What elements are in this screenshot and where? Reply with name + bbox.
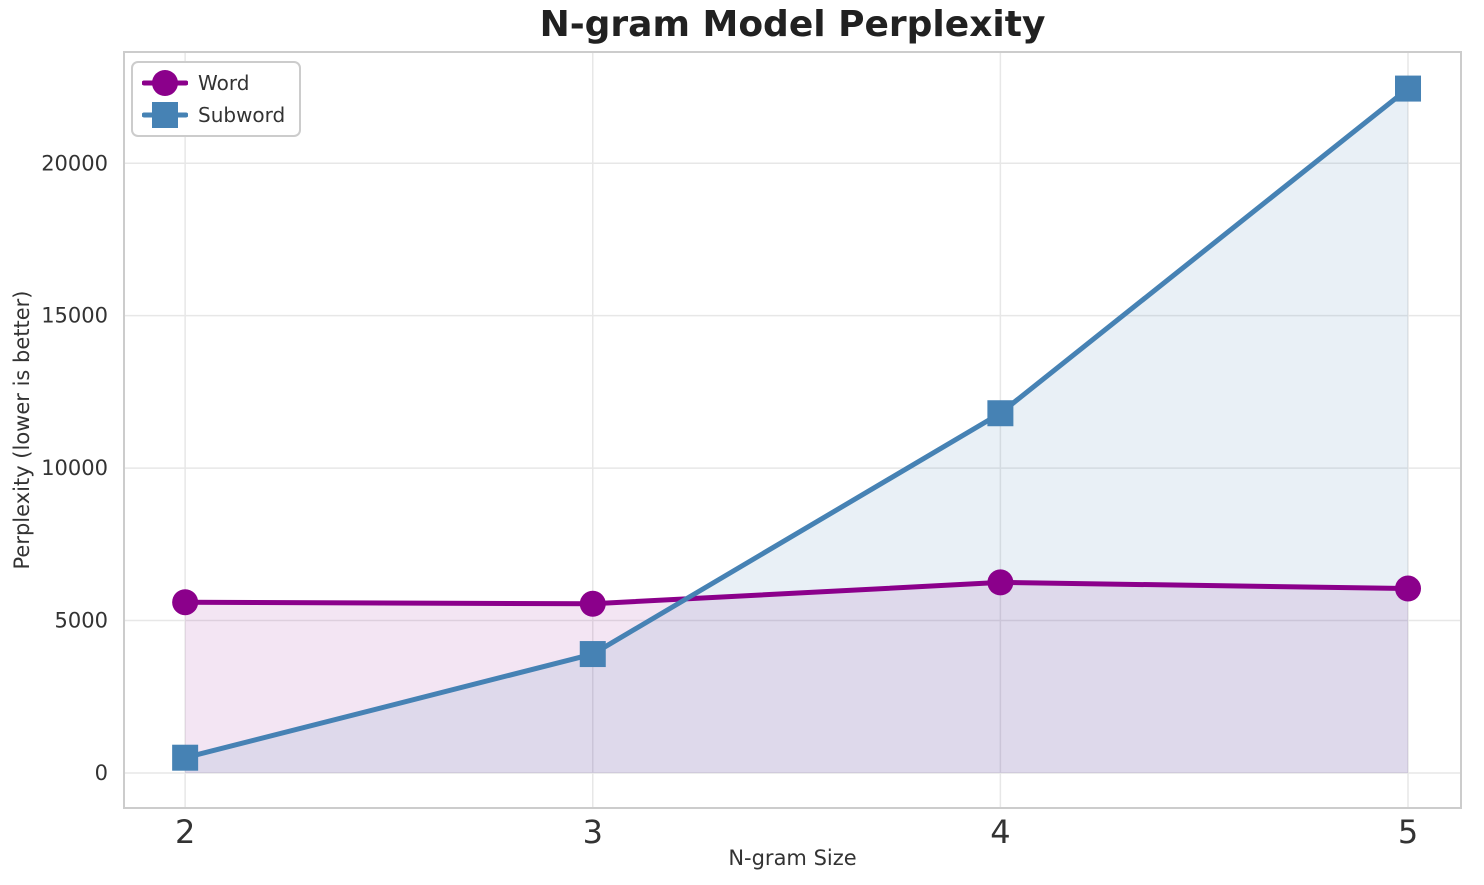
marker-word-x2 (172, 589, 199, 616)
line-word (182, 579, 1411, 607)
marker-subword-x2 (172, 744, 199, 771)
x-tick-label-2: 2 (175, 813, 195, 851)
x-tick-label-3: 3 (583, 813, 603, 851)
marker-subword-x5 (1395, 75, 1422, 102)
legend-label-word: Word (198, 71, 250, 95)
square-marker-icon (142, 102, 188, 128)
x-tick-label-4: 4 (990, 813, 1010, 851)
legend-item-subword: Subword (142, 100, 285, 130)
chart-title: N-gram Model Perplexity (539, 4, 1046, 45)
marker-word-x4 (987, 569, 1014, 596)
area-fill-word (185, 582, 1409, 773)
axes-spines (123, 51, 1462, 809)
y-tick-label-15000: 15000 (41, 304, 108, 328)
marker-subword-x3 (579, 641, 606, 668)
circle-marker-icon (142, 70, 188, 96)
y-tick-label-5000: 5000 (55, 609, 108, 633)
x-tick-label-5: 5 (1398, 813, 1418, 851)
area-fill-subword (185, 88, 1409, 773)
line-subword (182, 86, 1411, 761)
y-tick-label-0: 0 (95, 761, 108, 785)
marker-subword-x4 (987, 400, 1014, 427)
marker-word-x3 (579, 590, 606, 617)
legend-marker-subword (152, 102, 178, 128)
legend: Word Subword (131, 61, 302, 137)
legend-label-subword: Subword (198, 103, 286, 127)
x-axis-label: N-gram Size (728, 846, 857, 870)
legend-item-word: Word (142, 68, 285, 98)
y-tick-label-10000: 10000 (41, 456, 108, 480)
legend-marker-word (152, 70, 178, 96)
y-tick-label-20000: 20000 (41, 151, 108, 175)
marker-word-x5 (1395, 575, 1422, 602)
